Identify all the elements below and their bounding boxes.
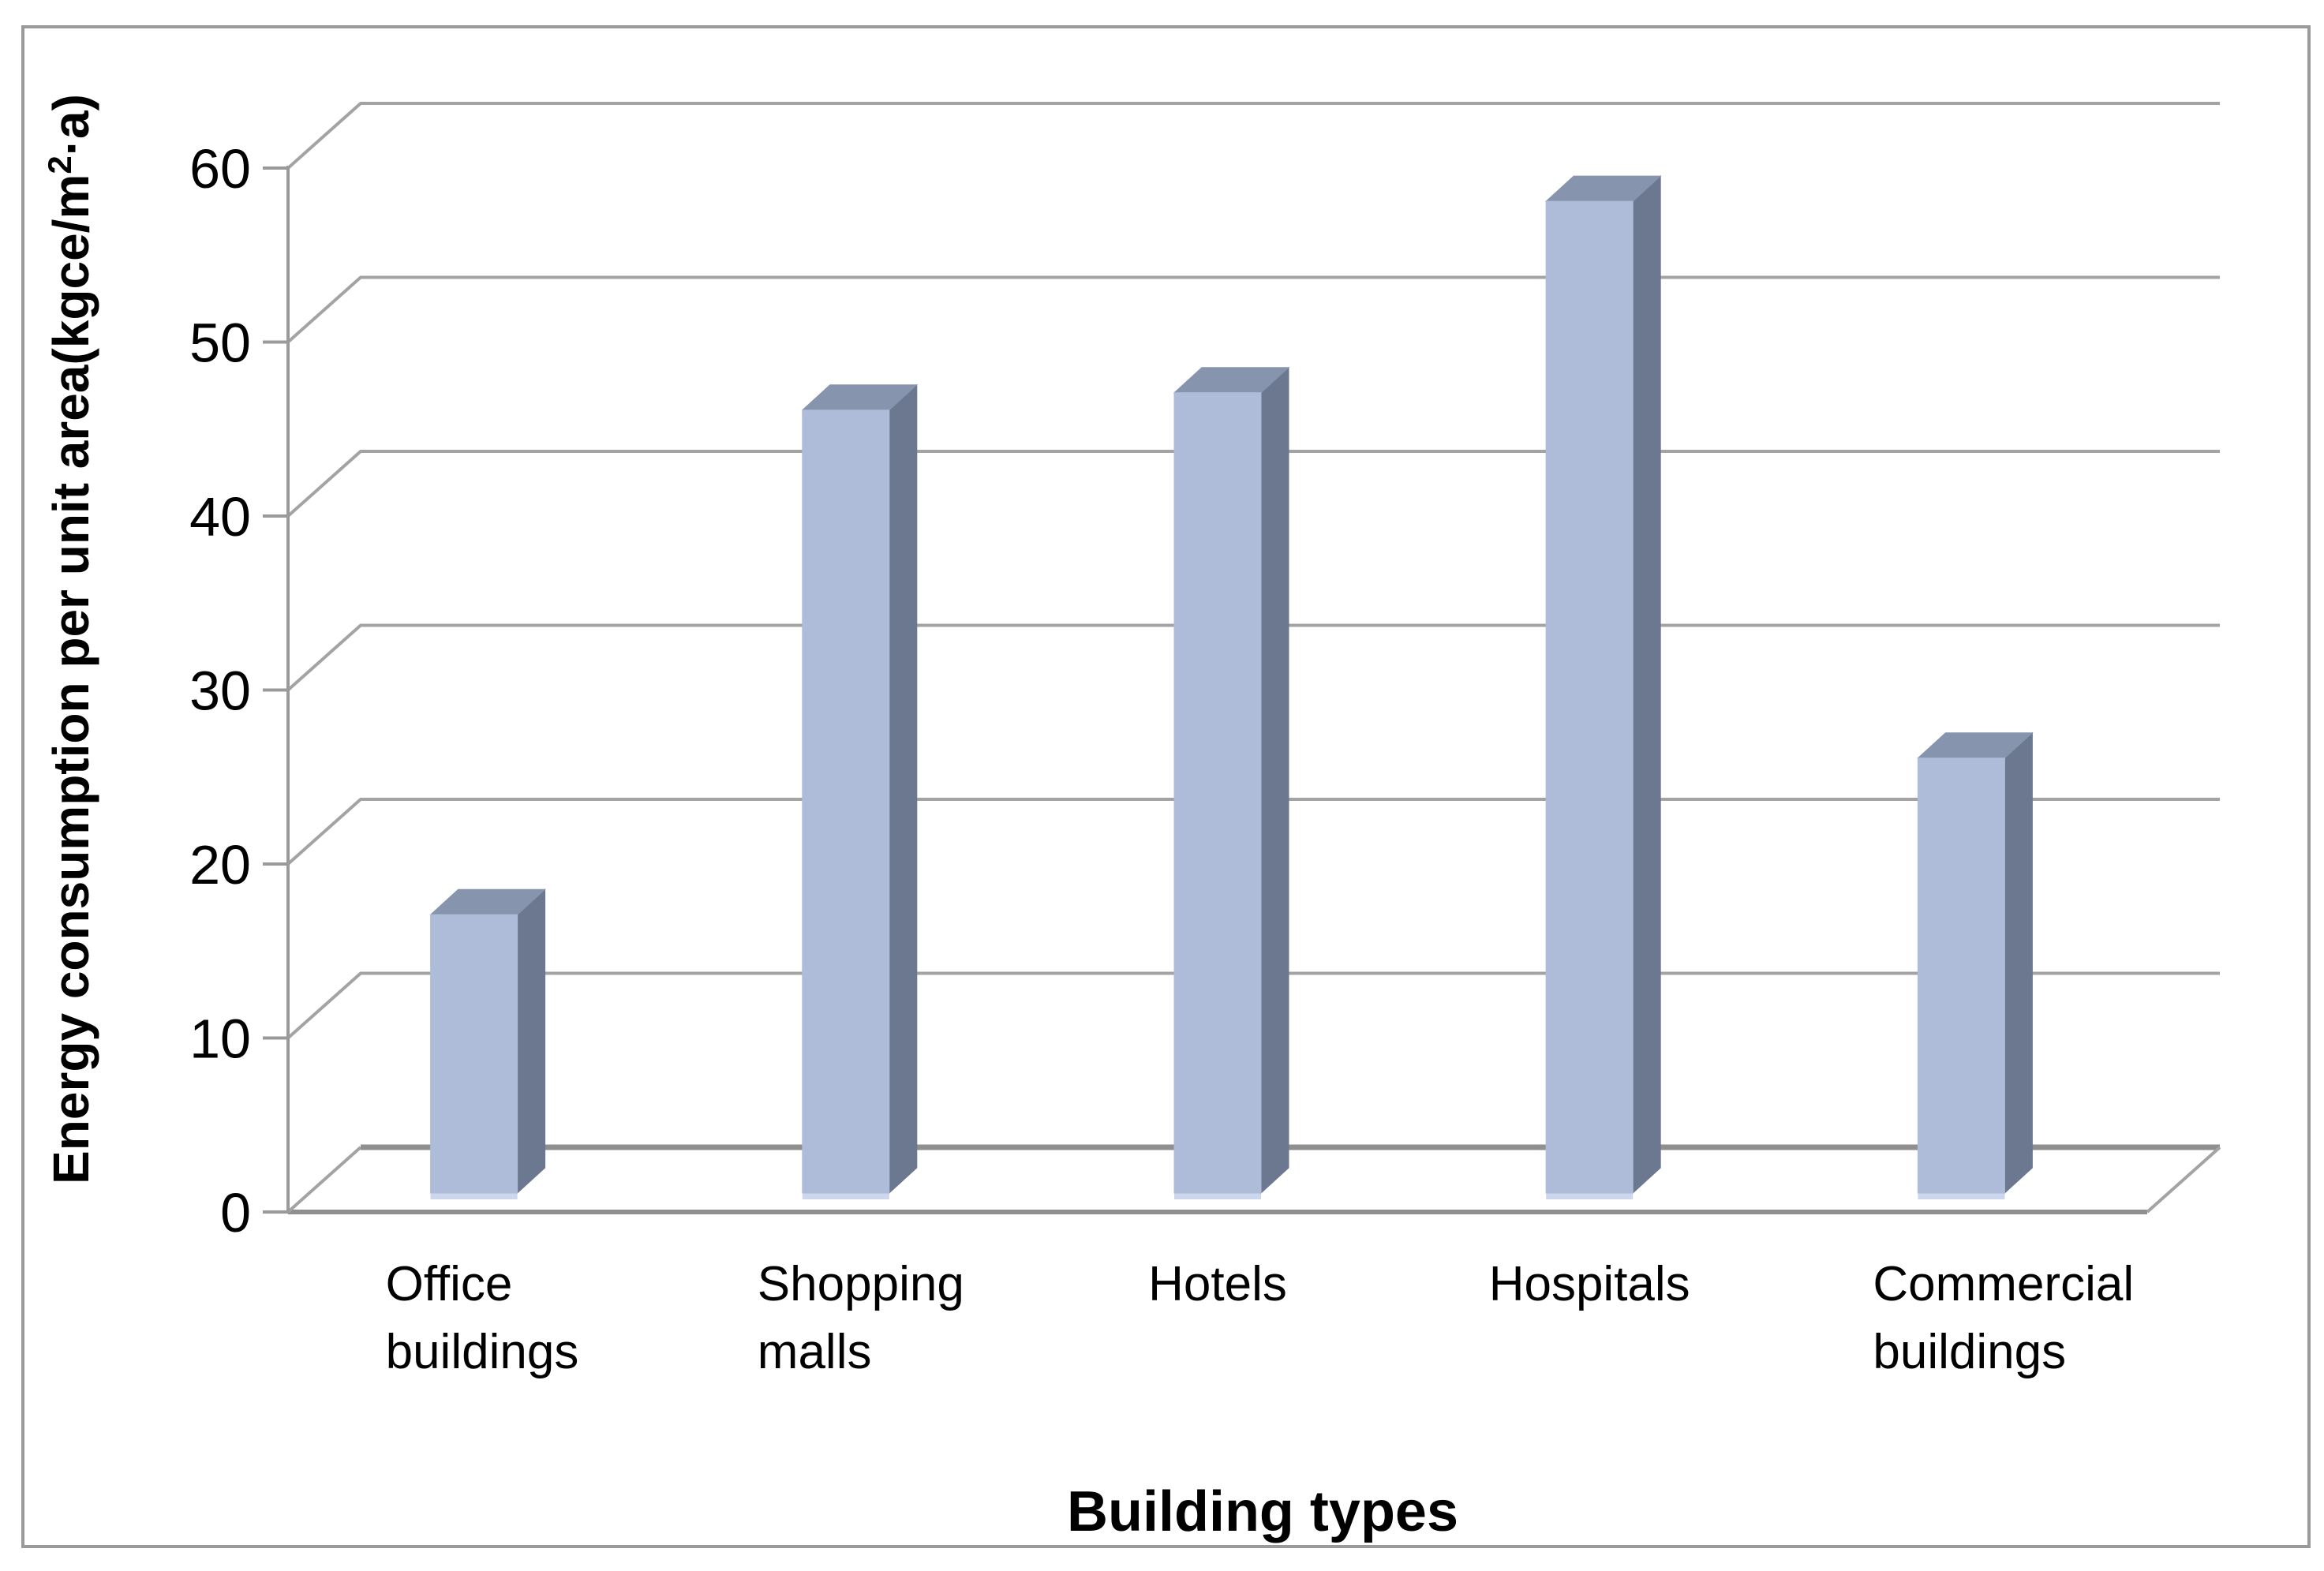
- category-label-line: buildings: [1873, 1325, 2066, 1379]
- bars: [429, 175, 2034, 1199]
- y-tick-label-40: 40: [189, 486, 251, 548]
- category-label-shopping-malls: Shopping malls: [758, 1257, 964, 1379]
- gridline-50: [286, 275, 2220, 343]
- category-label-line: Hospitals: [1489, 1257, 1690, 1311]
- chart-floor: [286, 1144, 2221, 1214]
- bar-shopping-malls-side-face: [889, 383, 918, 1195]
- gridline-60: [286, 102, 2220, 170]
- y-tick-label-10: 10: [189, 1008, 251, 1070]
- bar-office-buildings-front-face: [430, 914, 518, 1194]
- floor-right-edge: [2146, 1146, 2221, 1214]
- y-tick-label-0: 0: [220, 1182, 251, 1244]
- bar-hotels: [1173, 366, 1290, 1199]
- bar-shopping-malls-front-face: [802, 410, 890, 1194]
- bar-hospitals-front-face: [1545, 200, 1634, 1194]
- bar-office-buildings: [429, 888, 546, 1199]
- category-label-line: Shopping: [758, 1257, 964, 1311]
- bar-hotels-front-face: [1173, 392, 1262, 1194]
- bar-commercial-buildings: [1917, 731, 2034, 1199]
- figure-border: [21, 25, 2311, 1548]
- category-label-office-buildings: Office buildings: [386, 1257, 579, 1379]
- y-tick-label-60: 60: [189, 138, 251, 200]
- category-label-commercial-buildings: Commercial buildings: [1873, 1257, 2134, 1379]
- y-tick-label-30: 30: [189, 660, 251, 722]
- category-label-line: Commercial: [1873, 1257, 2134, 1311]
- category-label-line: Hotels: [1148, 1257, 1287, 1311]
- category-label-hospitals: Hospitals: [1489, 1257, 1690, 1311]
- y-tick-label-50: 50: [189, 312, 251, 374]
- bar-hospitals: [1544, 175, 1662, 1199]
- y-tick-label-20: 20: [189, 834, 251, 896]
- floor-left-edge: [286, 1146, 362, 1214]
- bar-hospitals-side-face: [1632, 175, 1661, 1195]
- y-axis: 0 10 20 30 40 50 60: [189, 138, 290, 1244]
- y-axis-title: Energy consumption per unit area(kgce/m2…: [41, 94, 99, 1184]
- category-label-line: buildings: [386, 1325, 579, 1379]
- bar-commercial-buildings-front-face: [1917, 757, 2005, 1194]
- bar-hotels-side-face: [1260, 366, 1289, 1195]
- bar-office-buildings-side-face: [517, 888, 546, 1195]
- x-axis-category-labels: Office buildings Shopping malls Hotels Hospit…: [386, 1257, 2135, 1379]
- category-label-line: Office: [386, 1257, 513, 1311]
- bar-shopping-malls: [801, 383, 919, 1199]
- bar-commercial-buildings-side-face: [2004, 731, 2033, 1195]
- category-label-line: malls: [758, 1325, 872, 1379]
- category-label-hotels: Hotels: [1148, 1257, 1287, 1311]
- x-axis-title: Building types: [1067, 1480, 1458, 1543]
